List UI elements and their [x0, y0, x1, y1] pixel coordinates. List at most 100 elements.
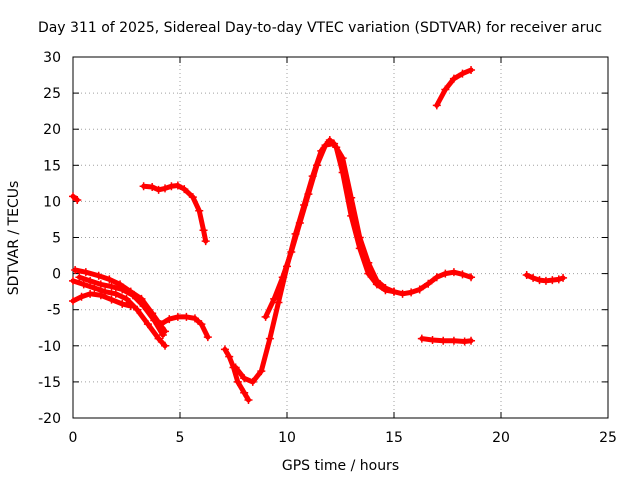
- data-point: [180, 185, 189, 194]
- data-point: [441, 85, 450, 94]
- y-tick-label: 25: [43, 86, 61, 102]
- data-point: [467, 336, 476, 345]
- x-tick-label: 0: [69, 430, 78, 446]
- data-point: [111, 289, 120, 298]
- x-tick-label: 5: [176, 430, 185, 446]
- data-point: [390, 287, 398, 296]
- data-point: [173, 181, 182, 190]
- data-point: [148, 309, 157, 318]
- series-trace-a: [69, 276, 170, 350]
- data-point: [261, 312, 270, 321]
- data-point: [432, 273, 441, 282]
- data-point: [69, 297, 77, 306]
- data-point: [274, 298, 283, 307]
- data-point: [428, 336, 437, 345]
- y-tick-label: -10: [38, 339, 61, 355]
- data-point: [161, 341, 170, 350]
- grid-lines: [73, 57, 608, 418]
- series-trace-h: [220, 345, 253, 404]
- data-point: [439, 336, 448, 345]
- data-point: [458, 270, 467, 279]
- data-point: [398, 289, 407, 298]
- y-tick-label: 5: [52, 231, 61, 247]
- data-marks: [69, 65, 568, 404]
- series-trace-k: [417, 334, 476, 346]
- chart-title: Day 311 of 2025, Sidereal Day-to-day VTE…: [37, 20, 603, 36]
- data-point: [441, 269, 450, 278]
- data-point: [278, 273, 287, 282]
- data-point: [257, 367, 266, 376]
- data-point: [116, 280, 125, 289]
- data-point: [321, 141, 330, 150]
- data-point: [240, 388, 249, 397]
- data-point: [122, 294, 131, 303]
- data-point: [287, 247, 296, 256]
- y-tick-label: -5: [47, 303, 61, 319]
- series-trace-g: [156, 312, 212, 342]
- y-tick-label: 0: [52, 267, 61, 283]
- data-point: [231, 363, 240, 372]
- data-point: [449, 268, 458, 277]
- data-point: [105, 275, 114, 284]
- data-point: [407, 288, 416, 297]
- data-point: [372, 276, 381, 285]
- y-tick-label: 30: [43, 50, 61, 66]
- data-point: [220, 345, 229, 354]
- data-point: [154, 185, 163, 194]
- data-point: [182, 312, 191, 321]
- data-point: [203, 333, 212, 342]
- y-tick-label: -15: [38, 375, 61, 391]
- data-point: [432, 101, 441, 110]
- series-trace-i: [231, 136, 476, 386]
- series-line: [70, 278, 168, 349]
- data-point: [143, 320, 152, 329]
- axes: [72, 56, 609, 419]
- x-tick-label: 15: [385, 430, 403, 446]
- data-point: [225, 352, 234, 361]
- data-point: [156, 320, 165, 329]
- data-point: [240, 374, 249, 383]
- y-axis-label-wrap: SDTVAR / TECUs: [0, 0, 30, 480]
- data-point: [165, 315, 174, 324]
- data-point: [188, 193, 197, 202]
- data-point: [75, 273, 84, 282]
- series-trace-f: [139, 181, 210, 246]
- data-point: [233, 377, 242, 386]
- data-point: [154, 334, 163, 343]
- data-point: [107, 282, 116, 291]
- data-point: [522, 271, 531, 280]
- data-point: [86, 289, 95, 298]
- x-tick-label: 20: [492, 430, 510, 446]
- series-line: [263, 141, 397, 320]
- data-point: [554, 275, 563, 284]
- data-point: [107, 295, 116, 304]
- x-axis-label: GPS time / hours: [281, 458, 400, 474]
- data-point: [126, 302, 135, 311]
- data-point: [94, 271, 103, 280]
- data-point: [81, 268, 90, 277]
- data-point: [417, 334, 426, 343]
- data-point: [73, 195, 82, 204]
- data-point: [424, 279, 433, 288]
- data-point: [86, 276, 95, 285]
- data-point: [449, 74, 458, 83]
- data-point: [458, 69, 467, 78]
- data-point: [312, 161, 321, 170]
- data-point: [96, 280, 105, 289]
- data-point: [96, 291, 105, 300]
- x-tick-label: 10: [278, 430, 296, 446]
- tick-labels: 0 5 10 15 20 25 -20 -15 -10 -5 0 5 10 15 20 25 30: [38, 50, 617, 446]
- y-axis-label: SDTVAR / TECUs: [6, 180, 22, 296]
- series-trace-d: [69, 289, 135, 311]
- data-point: [190, 314, 199, 323]
- data-point: [355, 233, 364, 242]
- data-point: [467, 273, 476, 282]
- data-point: [139, 182, 148, 191]
- data-point: [77, 292, 86, 301]
- data-point: [126, 287, 135, 296]
- data-point: [449, 336, 458, 345]
- y-tick-label: 20: [43, 122, 61, 138]
- data-point: [197, 320, 206, 329]
- data-point: [201, 237, 210, 246]
